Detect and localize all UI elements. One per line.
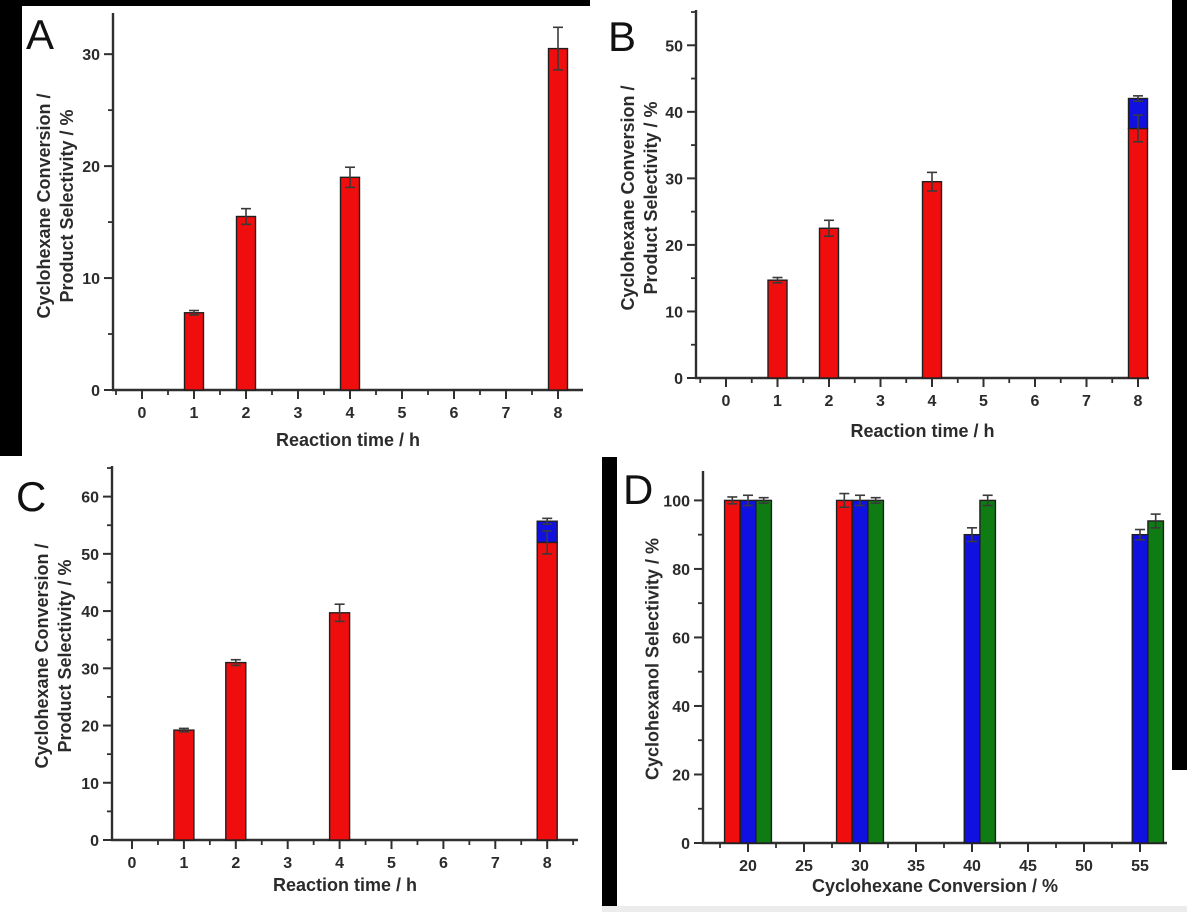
svg-text:80: 80 xyxy=(672,562,690,579)
svg-text:10: 10 xyxy=(82,271,100,288)
svg-text:20: 20 xyxy=(665,238,683,255)
svg-text:1: 1 xyxy=(179,855,188,872)
frame-bar-top xyxy=(0,0,590,6)
svg-text:0: 0 xyxy=(91,383,100,400)
svg-text:4: 4 xyxy=(335,855,344,872)
panel-a-letter: A xyxy=(26,11,55,58)
svg-text:6: 6 xyxy=(439,855,448,872)
svg-text:30: 30 xyxy=(851,858,869,875)
svg-text:60: 60 xyxy=(672,630,690,647)
panel-b-letter: B xyxy=(608,13,637,60)
svg-text:35: 35 xyxy=(907,858,925,875)
svg-text:0: 0 xyxy=(681,836,690,853)
svg-text:3: 3 xyxy=(294,405,303,422)
svg-text:20: 20 xyxy=(81,719,99,736)
panel-b-chart: 0 10 20 30 40 50 0 1 2 3 4 5 6 7 8 xyxy=(665,10,1149,410)
panel-b: B Cyclohexane Conversion / Product Selec… xyxy=(593,0,1172,456)
svg-text:30: 30 xyxy=(81,661,99,678)
svg-text:2: 2 xyxy=(231,855,240,872)
svg-text:50: 50 xyxy=(665,38,683,55)
svg-text:4: 4 xyxy=(928,393,937,410)
svg-text:20: 20 xyxy=(82,159,100,176)
svg-text:40: 40 xyxy=(81,604,99,621)
panel-c: C Cyclohexane Conversion / Product Selec… xyxy=(0,456,602,912)
frame-bar-right xyxy=(1172,0,1187,770)
svg-text:40: 40 xyxy=(963,858,981,875)
svg-text:25: 25 xyxy=(795,858,813,875)
panel-a-chart: 0 10 20 30 0 1 2 3 4 5 6 7 8 xyxy=(82,13,583,422)
svg-text:1: 1 xyxy=(773,393,782,410)
svg-text:10: 10 xyxy=(665,304,683,321)
svg-text:5: 5 xyxy=(387,855,396,872)
svg-text:50: 50 xyxy=(1075,858,1093,875)
svg-text:20: 20 xyxy=(739,858,757,875)
panel-c-x-axis-label: Reaction time / h xyxy=(272,875,418,895)
frame-bar-left xyxy=(0,0,22,470)
svg-text:5: 5 xyxy=(979,393,988,410)
svg-text:30: 30 xyxy=(665,171,683,188)
panel-a-x-axis-label: Reaction time / h xyxy=(275,430,421,450)
svg-text:6: 6 xyxy=(450,405,459,422)
svg-text:4: 4 xyxy=(346,405,355,422)
svg-text:8: 8 xyxy=(1134,393,1143,410)
svg-text:8: 8 xyxy=(543,855,552,872)
svg-text:50: 50 xyxy=(81,547,99,564)
svg-text:0: 0 xyxy=(674,371,683,388)
svg-text:10: 10 xyxy=(81,776,99,793)
svg-text:8: 8 xyxy=(554,405,563,422)
svg-text:2: 2 xyxy=(825,393,834,410)
svg-text:100: 100 xyxy=(663,493,690,510)
svg-text:20: 20 xyxy=(672,767,690,784)
frame-bar-center-divider xyxy=(602,457,617,906)
svg-text:0: 0 xyxy=(722,393,731,410)
svg-text:40: 40 xyxy=(665,105,683,122)
svg-text:1: 1 xyxy=(190,405,199,422)
panel-a: A Cyclohexane Conversion / Product Selec… xyxy=(22,6,593,456)
panel-d-chart: 0 20 40 60 80 100 20 25 30 35 40 45 50 55 xyxy=(663,471,1167,875)
svg-text:3: 3 xyxy=(283,855,292,872)
svg-text:3: 3 xyxy=(876,393,885,410)
panel-d: D Cyclohexanol Selectivity / % Cyclohexa… xyxy=(617,457,1172,906)
svg-text:0: 0 xyxy=(128,855,137,872)
svg-text:60: 60 xyxy=(81,490,99,507)
svg-text:0: 0 xyxy=(90,833,99,850)
svg-text:7: 7 xyxy=(491,855,500,872)
panel-b-x-axis-label: Reaction time / h xyxy=(850,421,995,441)
svg-text:2: 2 xyxy=(242,405,251,422)
svg-text:7: 7 xyxy=(502,405,511,422)
panel-c-letter: C xyxy=(16,473,47,520)
panel-d-x-axis-label: Cyclohexane Conversion / % xyxy=(811,876,1059,896)
svg-text:45: 45 xyxy=(1019,858,1037,875)
svg-text:40: 40 xyxy=(672,699,690,716)
svg-text:0: 0 xyxy=(138,405,147,422)
svg-text:55: 55 xyxy=(1131,858,1149,875)
svg-text:5: 5 xyxy=(398,405,407,422)
svg-text:7: 7 xyxy=(1082,393,1091,410)
svg-text:6: 6 xyxy=(1031,393,1040,410)
panel-d-letter: D xyxy=(623,466,654,513)
panel-c-chart: 0 10 20 30 40 50 60 0 1 2 3 4 5 6 7 8 xyxy=(81,466,578,872)
svg-text:30: 30 xyxy=(82,47,100,64)
